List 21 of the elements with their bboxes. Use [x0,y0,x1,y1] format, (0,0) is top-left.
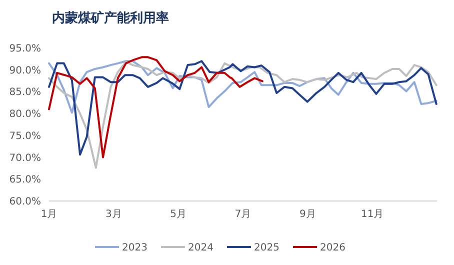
x-tick-label: 9月 [299,209,316,220]
y-tick-label: 75.0% [9,130,41,142]
y-tick-label: 85.0% [9,87,41,98]
y-tick-label: 65.0% [9,174,41,186]
line-series [48,60,438,114]
x-tick-label: 5月 [170,209,187,220]
legend-label: 2023 [122,242,148,254]
line-series [48,56,264,158]
chart-title: 内蒙煤矿产能利用率 [52,10,169,26]
legend-label: 2025 [254,242,280,254]
y-tick-label: 80.0% [9,109,41,120]
x-tick-label: 1月 [40,209,58,220]
x-tick-label: 3月 [105,209,122,220]
y-tick-label: 90.0% [9,65,41,76]
y-tick-label: 60.0% [9,196,41,208]
x-tick-label: 7月 [234,209,252,220]
legend-label: 2024 [188,242,214,254]
y-tick-label: 95.0% [9,44,41,54]
x-tick-label: 11月 [360,209,384,220]
legend-label: 2026 [320,242,346,254]
y-tick-label: 70.0% [9,152,41,164]
